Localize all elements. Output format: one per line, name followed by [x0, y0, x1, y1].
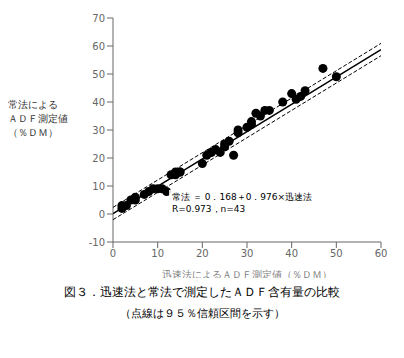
svg-text:0: 0: [99, 209, 105, 220]
svg-text:60: 60: [375, 248, 388, 259]
svg-text:60: 60: [92, 41, 105, 52]
svg-text:30: 30: [241, 248, 254, 259]
html-text:常法による: 常法による: [8, 99, 58, 110]
svg-text:30: 30: [92, 125, 105, 136]
html-text:図３．迅速法と常法で測定したＡＤＦ含有量の比較: 図３．迅速法と常法で測定したＡＤＦ含有量の比較: [64, 285, 340, 299]
svg-text:70: 70: [92, 13, 105, 24]
html-text:R=0.973，n=43: R=0.973，n=43: [172, 203, 246, 214]
svg-text:0: 0: [110, 248, 116, 259]
html-text:（点線は９５％信頼区間を示す）: （点線は９５％信頼区間を示す）: [119, 307, 285, 320]
html-text:ＡＤＦ測定値: ＡＤＦ測定値: [8, 113, 68, 124]
svg-text:40: 40: [92, 97, 105, 108]
svg-text:50: 50: [92, 69, 105, 80]
svg-text:40: 40: [285, 248, 298, 259]
svg-text:50: 50: [330, 248, 343, 259]
html-text:常法 ＝ 0．168＋0．976×迅速法: 常法 ＝ 0．168＋0．976×迅速法: [172, 192, 313, 202]
svg-text:20: 20: [92, 153, 105, 164]
svg-text:迅速法によるＡＤＦ測定値（％ＤＭ）: 迅速法によるＡＤＦ測定値（％ＤＭ）: [162, 269, 332, 278]
svg-text:10: 10: [151, 248, 164, 259]
svg-text:10: 10: [92, 181, 105, 192]
svg-text:20: 20: [196, 248, 209, 259]
html-text:（％ＤＭ）: （％ＤＭ）: [8, 127, 58, 138]
svg-text:-10: -10: [89, 237, 105, 248]
